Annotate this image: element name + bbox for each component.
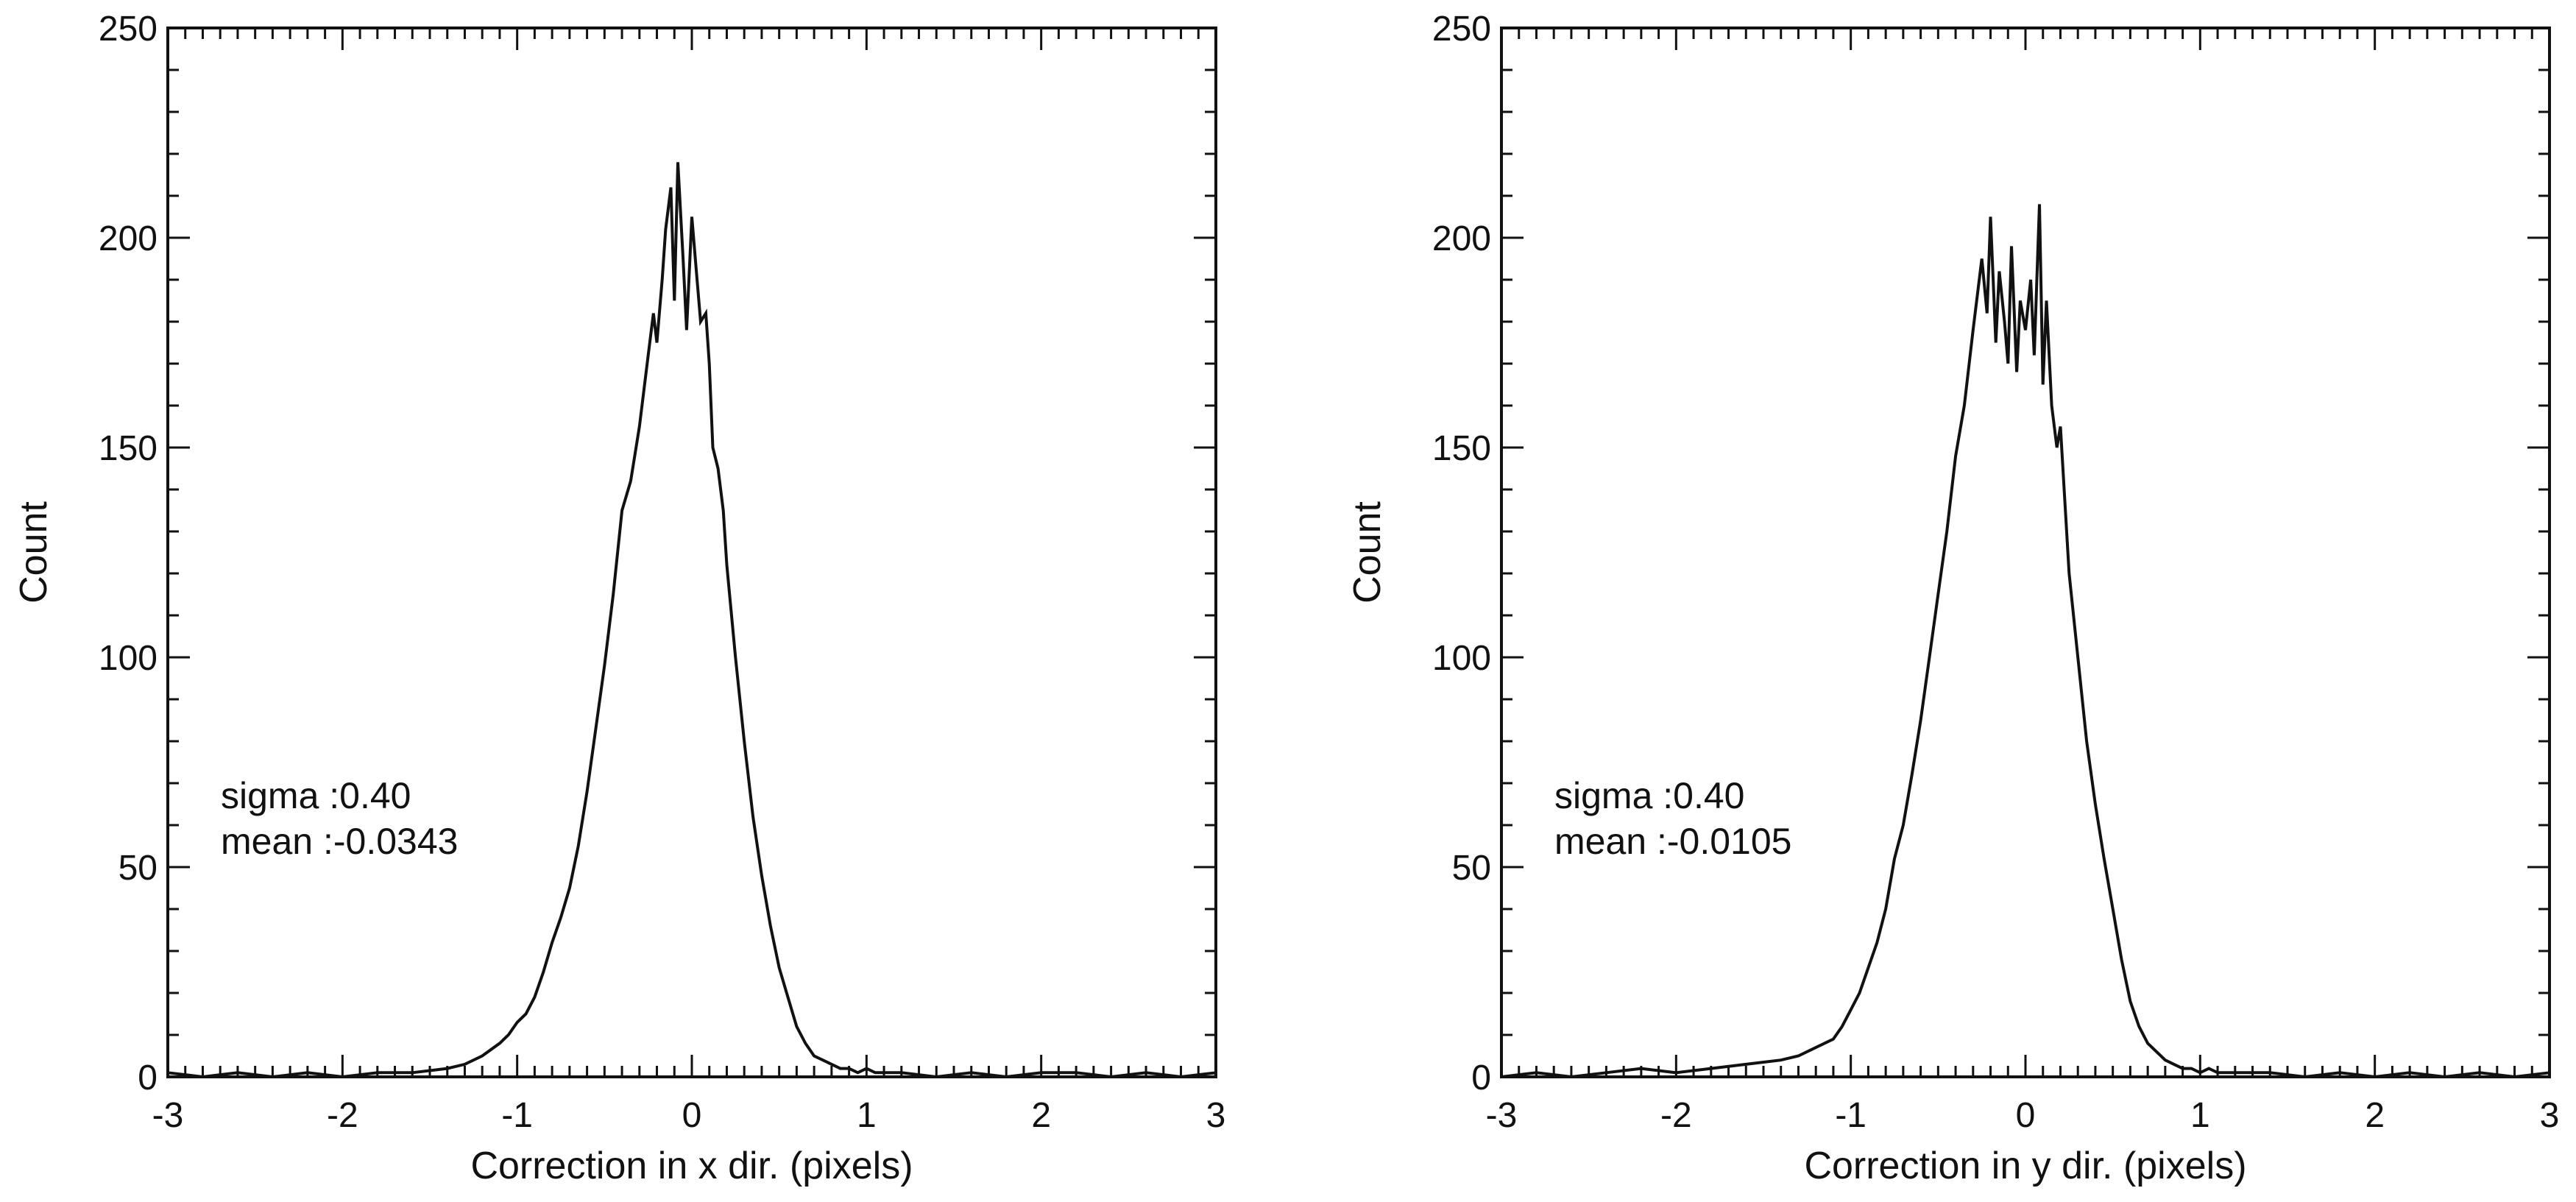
mean-annotation: mean :-0.0105 [1554, 821, 1791, 862]
x-tick-label: 1 [857, 1096, 877, 1135]
sigma-annotation: sigma :0.40 [1554, 775, 1744, 816]
y-axis-label: Count [13, 501, 55, 604]
x-tick-label: -1 [1835, 1096, 1866, 1135]
tick-marks [1500, 26, 2551, 1078]
histogram-line-y [1501, 204, 2550, 1079]
x-axis-label: Correction in x dir. (pixels) [470, 1145, 913, 1187]
x-tick-label: 3 [1206, 1096, 1226, 1135]
y-tick-labels: 0 50 100 150 200 250 [99, 10, 158, 1097]
y-axis-label: Count [1346, 501, 1389, 604]
y-tick-label: 0 [1471, 1058, 1491, 1097]
x-tick-label: 1 [2190, 1096, 2210, 1135]
x-tick-label: -2 [327, 1096, 358, 1135]
x-axis-label: Correction in y dir. (pixels) [1804, 1145, 2246, 1187]
x-tick-label: -1 [501, 1096, 533, 1135]
tick-marks [166, 26, 1217, 1078]
x-tick-label: -2 [1660, 1096, 1692, 1135]
y-tick-label: 100 [99, 639, 158, 678]
x-tick-label: 2 [2365, 1096, 2385, 1135]
x-tick-label: 0 [682, 1096, 702, 1135]
x-tick-labels: -3 -2 -1 0 1 2 3 [152, 1096, 1226, 1135]
x-tick-label: -3 [152, 1096, 184, 1135]
x-tick-label: 0 [2016, 1096, 2036, 1135]
x-tick-label: 2 [1031, 1096, 1051, 1135]
histogram-line-x [167, 162, 1217, 1079]
y-tick-label: 200 [1432, 219, 1491, 258]
plot-frame [1500, 26, 2551, 1078]
x-tick-labels: -3 -2 -1 0 1 2 3 [1486, 1096, 2560, 1135]
panel-y-correction: -3 -2 -1 0 1 2 3 0 50 100 150 200 250 Correction in… [1346, 10, 2559, 1187]
sigma-annotation: sigma :0.40 [221, 775, 411, 816]
y-tick-label: 0 [138, 1058, 158, 1097]
x-tick-label: -3 [1486, 1096, 1518, 1135]
y-tick-labels: 0 50 100 150 200 250 [1432, 10, 1491, 1097]
panel-x-correction: -3 -2 -1 0 1 2 3 0 50 100 150 200 250 Correction in… [13, 10, 1225, 1187]
plot-frame [166, 26, 1217, 1078]
y-tick-label: 150 [1432, 429, 1491, 468]
y-tick-label: 200 [99, 219, 158, 258]
x-tick-label: 3 [2540, 1096, 2560, 1135]
mean-annotation: mean :-0.0343 [221, 821, 458, 862]
y-tick-label: 250 [1432, 10, 1491, 49]
y-tick-label: 150 [99, 429, 158, 468]
y-tick-label: 50 [1452, 849, 1491, 888]
y-tick-label: 250 [99, 10, 158, 49]
y-tick-label: 100 [1432, 639, 1491, 678]
y-tick-label: 50 [118, 849, 158, 888]
